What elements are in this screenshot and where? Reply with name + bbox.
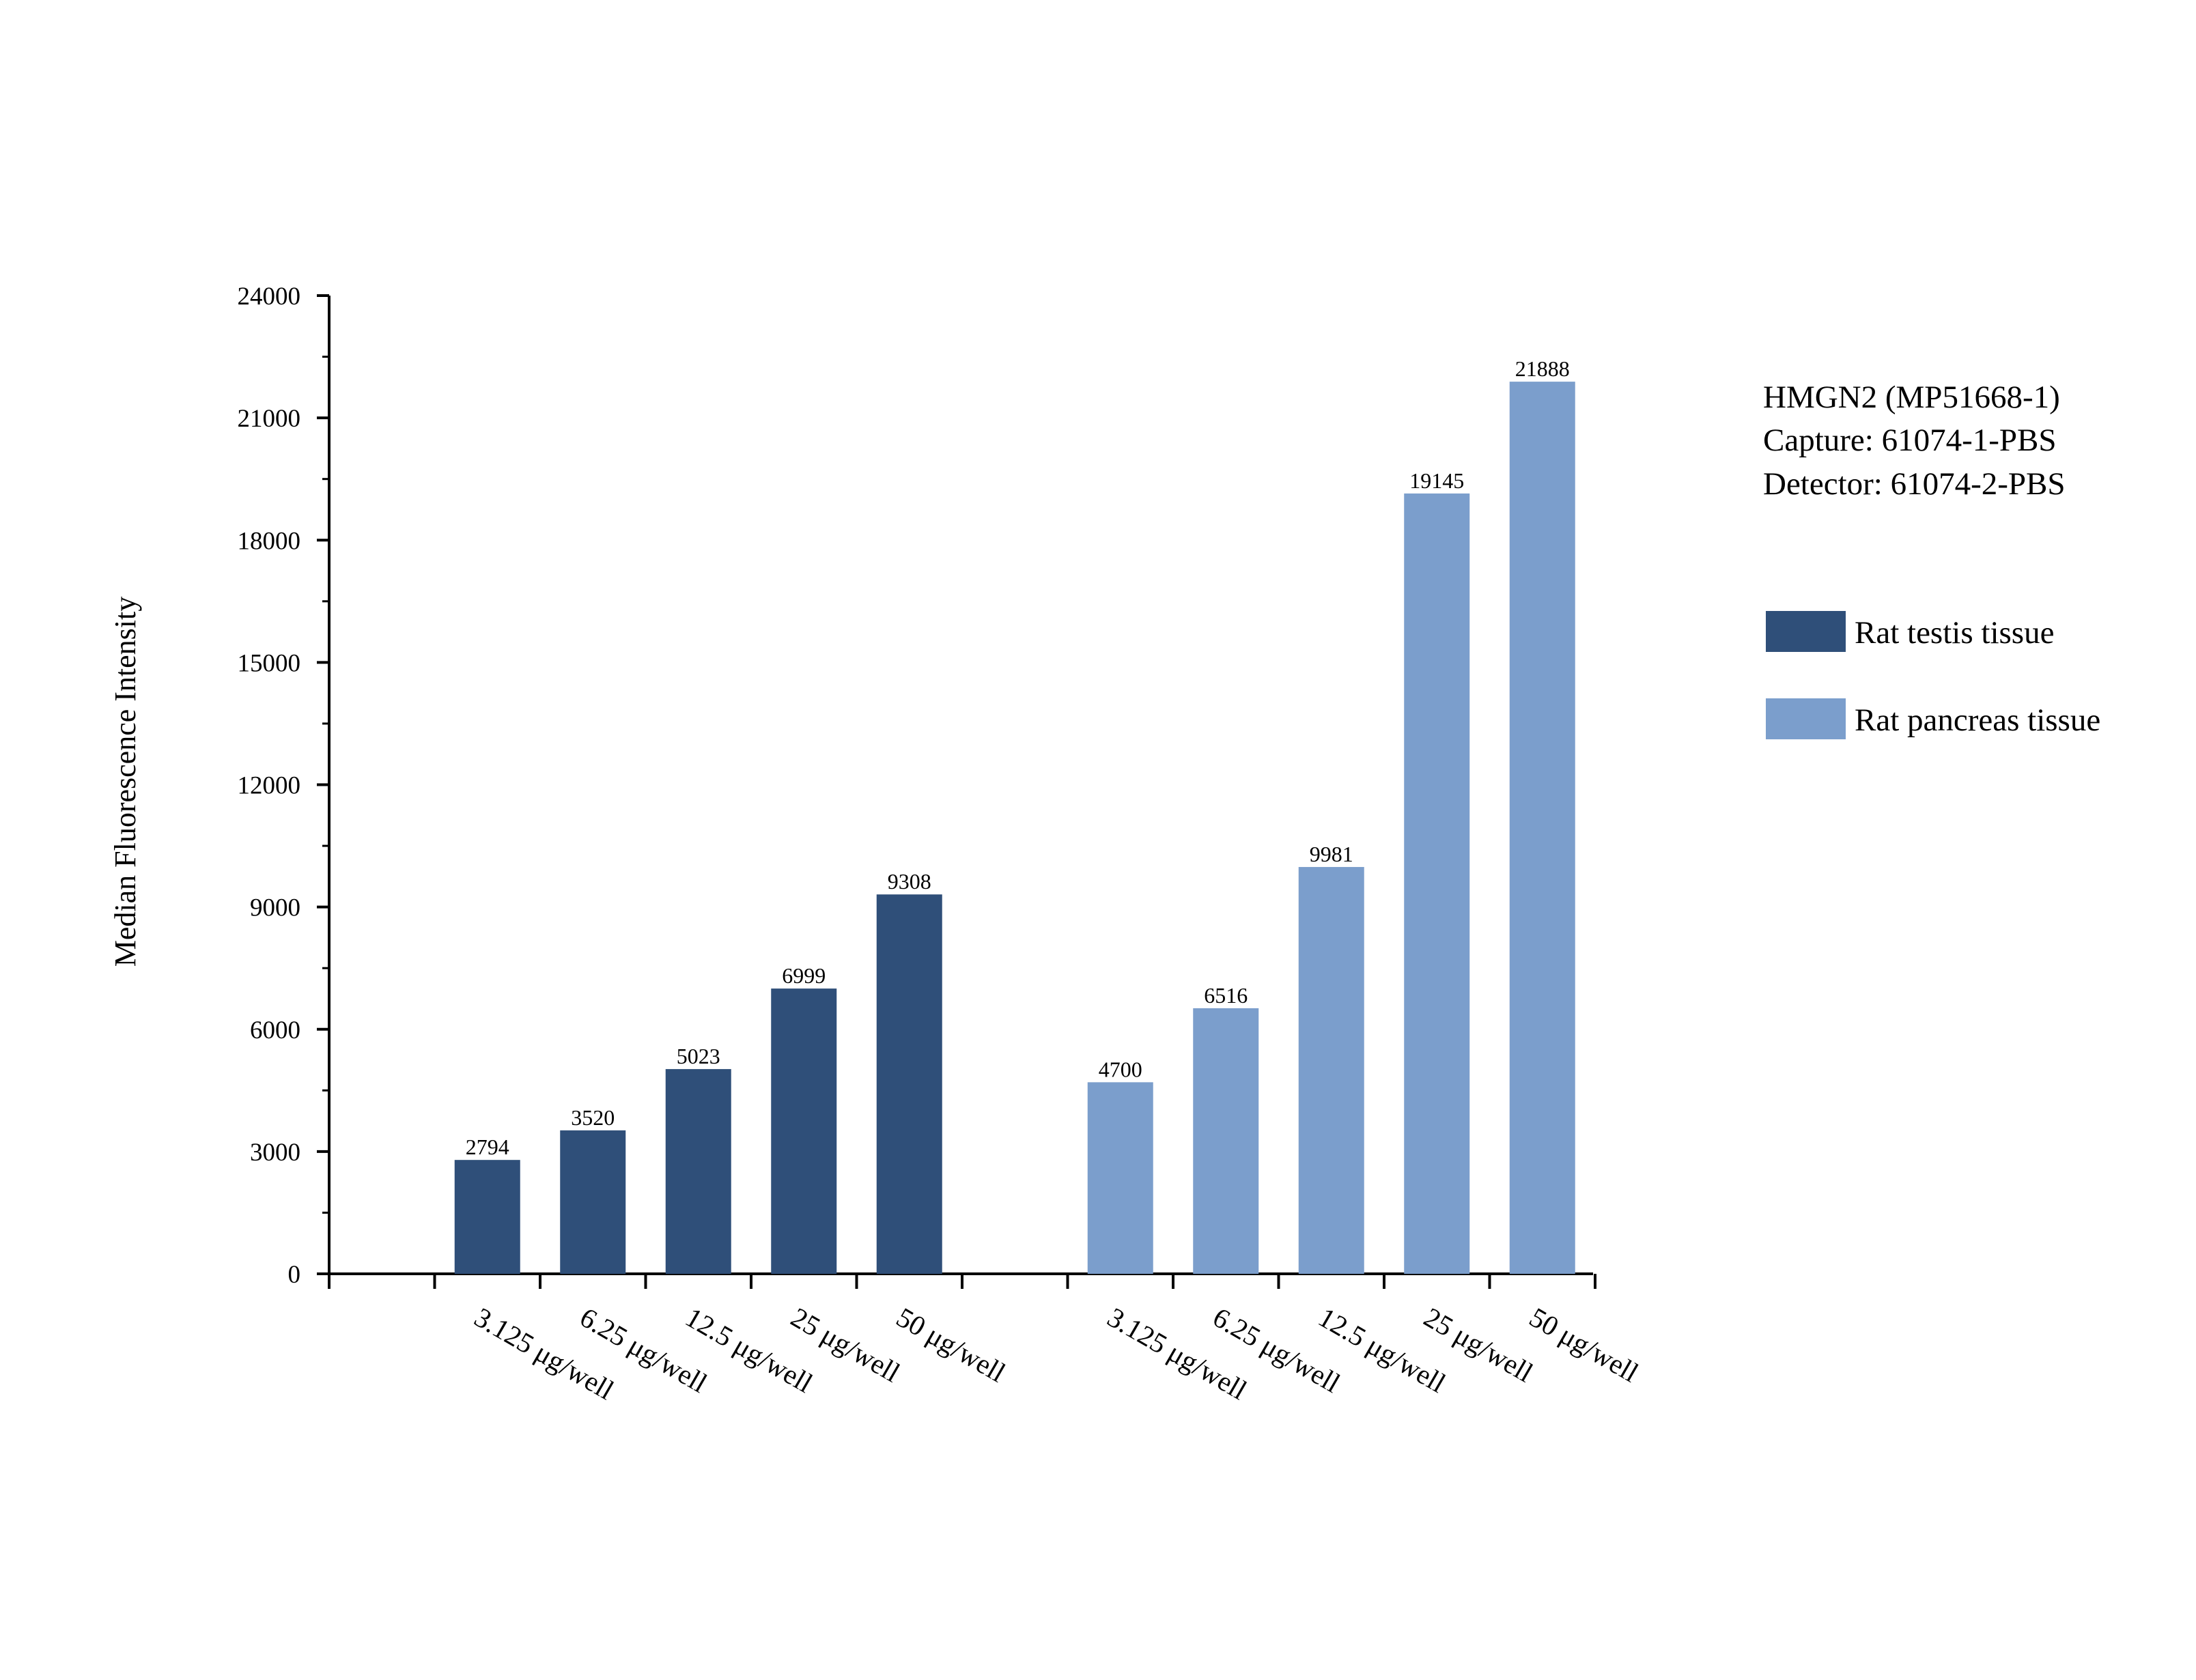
y-tick-label: 21000	[238, 405, 301, 433]
bar	[771, 988, 837, 1274]
legend-label-rat-pancreas: Rat pancreas tissue	[1855, 702, 2100, 738]
bar	[1404, 493, 1470, 1274]
data-label: 6516	[1204, 983, 1248, 1008]
data-label: 5023	[677, 1044, 720, 1068]
y-axis-title: Median Fluorescence Intensity	[109, 597, 142, 967]
y-tick-label: 3000	[250, 1139, 300, 1167]
data-label: 21888	[1515, 356, 1570, 381]
data-label: 2794	[466, 1135, 509, 1159]
data-label: 9308	[888, 869, 931, 894]
annotation-block: HMGN2 (MP51668-1) Capture: 61074-1-PBS D…	[1763, 380, 2066, 502]
bar	[1509, 382, 1575, 1274]
legend-label-rat-testis: Rat testis tissue	[1855, 615, 2054, 651]
y-tick-label: 6000	[250, 1016, 300, 1044]
x-tick-label: 50 μg/well	[1524, 1301, 1644, 1389]
data-label: 4700	[1099, 1057, 1142, 1081]
y-tick-label: 12000	[238, 772, 301, 800]
annotation-line-3: Detector: 61074-2-PBS	[1763, 466, 2066, 502]
data-label: 6999	[782, 963, 826, 988]
bar	[1087, 1082, 1153, 1274]
y-tick-label: 24000	[238, 283, 301, 311]
y-tick-label: 18000	[238, 527, 301, 555]
bar	[1193, 1008, 1259, 1274]
data-label: 3520	[571, 1105, 615, 1130]
legend: Rat testis tissue Rat pancreas tissue	[1766, 611, 2100, 739]
y-tick-label: 9000	[250, 894, 300, 922]
y-tick-label: 15000	[238, 649, 301, 677]
legend-swatch-rat-testis	[1766, 611, 1846, 652]
y-tick-label: 0	[288, 1261, 301, 1289]
bar	[560, 1130, 626, 1274]
data-label: 9981	[1310, 842, 1353, 866]
bar	[1298, 867, 1364, 1274]
bar	[665, 1069, 731, 1274]
data-label: 19145	[1409, 468, 1464, 493]
annotation-line-2: Capture: 61074-1-PBS	[1763, 423, 2057, 458]
bar	[454, 1160, 520, 1274]
bar	[876, 894, 942, 1274]
legend-swatch-rat-pancreas	[1766, 698, 1846, 739]
plot-area: 0 3000 6000 9000 12000 15000 18000 21000 24000 27…	[238, 283, 1644, 1406]
annotation-line-1: HMGN2 (MP51668-1)	[1763, 380, 2060, 415]
x-tick-label: 50 μg/well	[891, 1301, 1011, 1389]
